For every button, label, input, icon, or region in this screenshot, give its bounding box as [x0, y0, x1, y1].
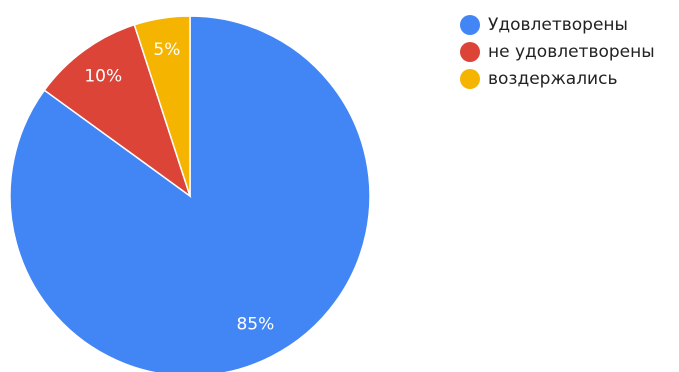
pie-slice-abstained[interactable] [133, 15, 191, 197]
legend-swatch-abstained [460, 69, 480, 89]
pie-slice-not-satisfied[interactable] [43, 23, 192, 198]
legend-label-not-satisfied: не удовлетворены [488, 42, 655, 62]
legend-item-abstained[interactable]: воздержались [460, 64, 655, 94]
legend-label-satisfied: Удовлетворены [488, 15, 628, 35]
legend-label-abstained: воздержались [488, 69, 618, 89]
data-label-satisfied: 85% [236, 314, 274, 334]
data-label-abstained: 5% [153, 40, 180, 60]
legend-item-satisfied[interactable]: Удовлетворены [460, 10, 655, 40]
legend-item-not-satisfied[interactable]: не удовлетворены [460, 37, 655, 67]
pie-chart-plot: 85% 10% 5% [9, 15, 371, 372]
legend-swatch-not-satisfied [460, 42, 480, 62]
data-label-not-satisfied: 10% [84, 67, 122, 87]
chart-legend: Удовлетворены не удовлетворены воздержал… [460, 10, 655, 91]
pie-slice-satisfied[interactable] [9, 15, 371, 372]
legend-swatch-satisfied [460, 15, 480, 35]
